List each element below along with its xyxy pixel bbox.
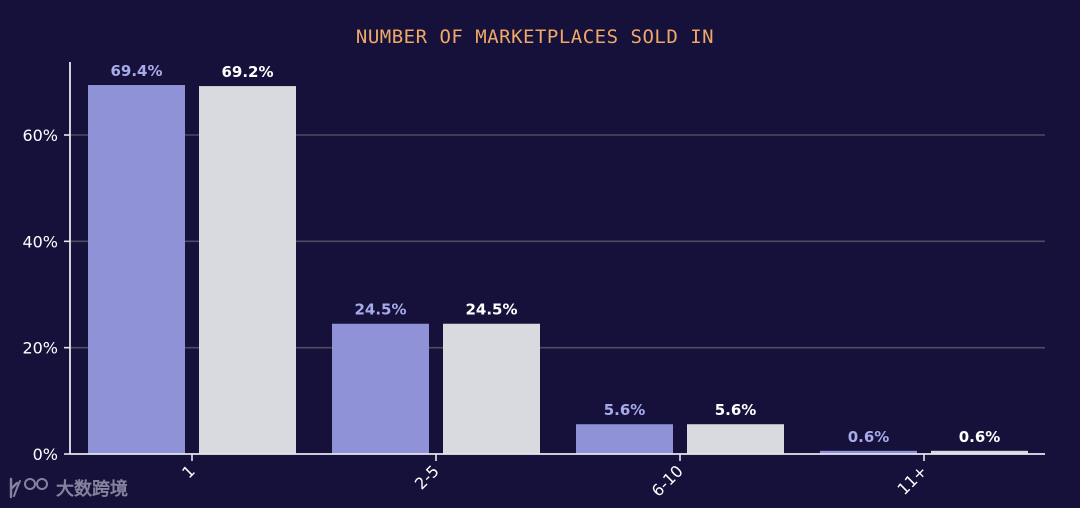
bar: [687, 424, 784, 454]
data-label: 5.6%: [604, 401, 646, 419]
watermark: 大数跨境: [8, 474, 128, 502]
chart-title: NUMBER OF MARKETPLACES SOLD IN: [355, 26, 715, 48]
bar: [443, 323, 540, 454]
data-label: 5.6%: [715, 401, 757, 419]
data-label: 24.5%: [465, 301, 517, 319]
data-label: 69.2%: [221, 63, 273, 81]
bar: [576, 424, 673, 454]
watermark-text: 大数跨境: [56, 479, 128, 500]
x-tick-label: 2-5: [411, 461, 443, 493]
y-tick-label: 40%: [22, 232, 58, 251]
bars: [88, 85, 1028, 455]
bar: [820, 450, 917, 454]
x-tick-label: 11+: [894, 461, 931, 498]
bar: [931, 450, 1028, 454]
bar: [199, 86, 296, 454]
data-label: 24.5%: [354, 301, 406, 319]
y-tick-label: 0%: [33, 445, 58, 464]
k100-logo-icon: [9, 477, 48, 499]
bar: [88, 85, 185, 455]
x-tick-label: 6-10: [648, 461, 687, 500]
y-tick-label: 60%: [22, 126, 58, 145]
data-label: 0.6%: [959, 428, 1001, 446]
data-label: 69.4%: [110, 62, 162, 80]
bar: [332, 323, 429, 454]
data-labels: 69.4% 69.2% 24.5% 24.5% 5.6% 5.6% 0.6% 0.6%: [110, 62, 1000, 446]
x-tick-label: 1: [178, 461, 199, 482]
y-tick-label: 20%: [22, 339, 58, 358]
data-label: 0.6%: [848, 428, 890, 446]
